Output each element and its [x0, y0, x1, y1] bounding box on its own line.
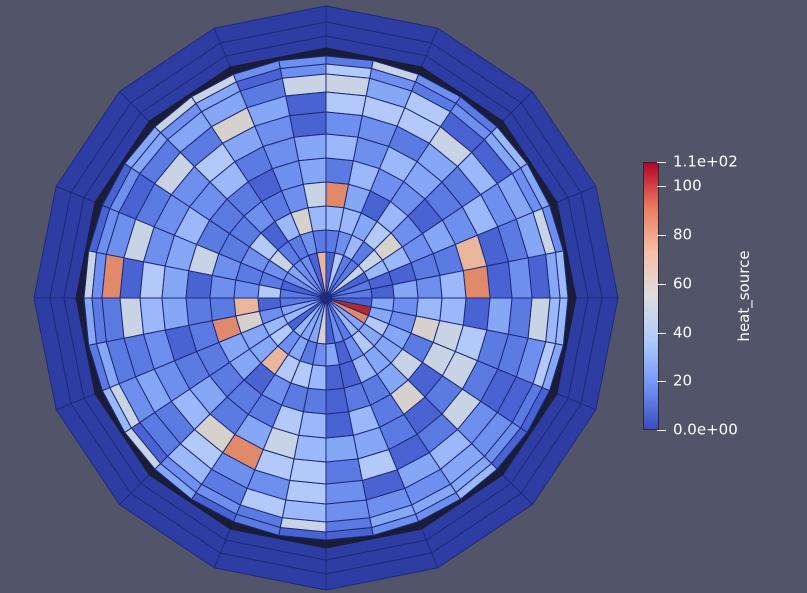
- mesh-cell: [325, 479, 367, 505]
- scalar-colorbar: [643, 162, 659, 430]
- colorbar-tick-label: 60: [673, 274, 693, 293]
- mesh-cell: [486, 297, 513, 335]
- mesh-cell: [325, 91, 367, 117]
- mesh-cell: [325, 133, 359, 162]
- mesh-cell: [507, 257, 533, 299]
- mesh-cell: [139, 297, 166, 335]
- mesh-cell: [293, 434, 327, 463]
- mesh-cell: [462, 265, 491, 299]
- colorbar-tick-mark: [657, 283, 666, 285]
- mesh-cell: [325, 111, 363, 138]
- colorbar-tick-label: 20: [673, 371, 693, 390]
- colorbar-tick-label: 100: [673, 176, 702, 195]
- colorbar-tick-mark: [657, 381, 666, 383]
- mesh-cell: [289, 458, 327, 485]
- mesh-cell: [285, 91, 327, 117]
- mesh-cell: [185, 297, 213, 326]
- colorbar-tick-label: 0.0e+00: [673, 420, 738, 439]
- colorbar-tick-label: 40: [673, 323, 693, 342]
- colorbar-tick-label: 1.1e+02: [673, 152, 738, 171]
- mesh-cell: [462, 297, 491, 331]
- colorbar-tick-mark: [657, 162, 666, 163]
- mesh-cell: [325, 434, 359, 463]
- mesh-cell: [285, 479, 327, 505]
- mesh-cell: [486, 261, 513, 299]
- mesh-cell: [161, 265, 190, 299]
- mesh-cell: [439, 270, 467, 299]
- mesh-cell: [119, 257, 145, 299]
- mesh-cell: [119, 297, 145, 339]
- mesh-cell: [293, 133, 327, 162]
- mesh-cell: [325, 458, 363, 485]
- mesh-cell: [325, 411, 354, 439]
- colorbar-tick-label: 80: [673, 225, 693, 244]
- mesh-cell: [298, 157, 327, 185]
- mesh-center-cell: [316, 251, 327, 299]
- mesh-cell: [139, 261, 166, 299]
- mesh-cell: [507, 297, 533, 339]
- mesh-cell: [161, 297, 190, 331]
- colorbar-tick-mark: [657, 332, 666, 334]
- colorbar-tick-mark: [657, 235, 666, 237]
- colorbar-title: heat_source: [735, 250, 753, 342]
- mesh-cell: [289, 111, 327, 138]
- colorbar-tick-mark: [657, 430, 666, 431]
- colorbar-tick-mark: [657, 186, 666, 188]
